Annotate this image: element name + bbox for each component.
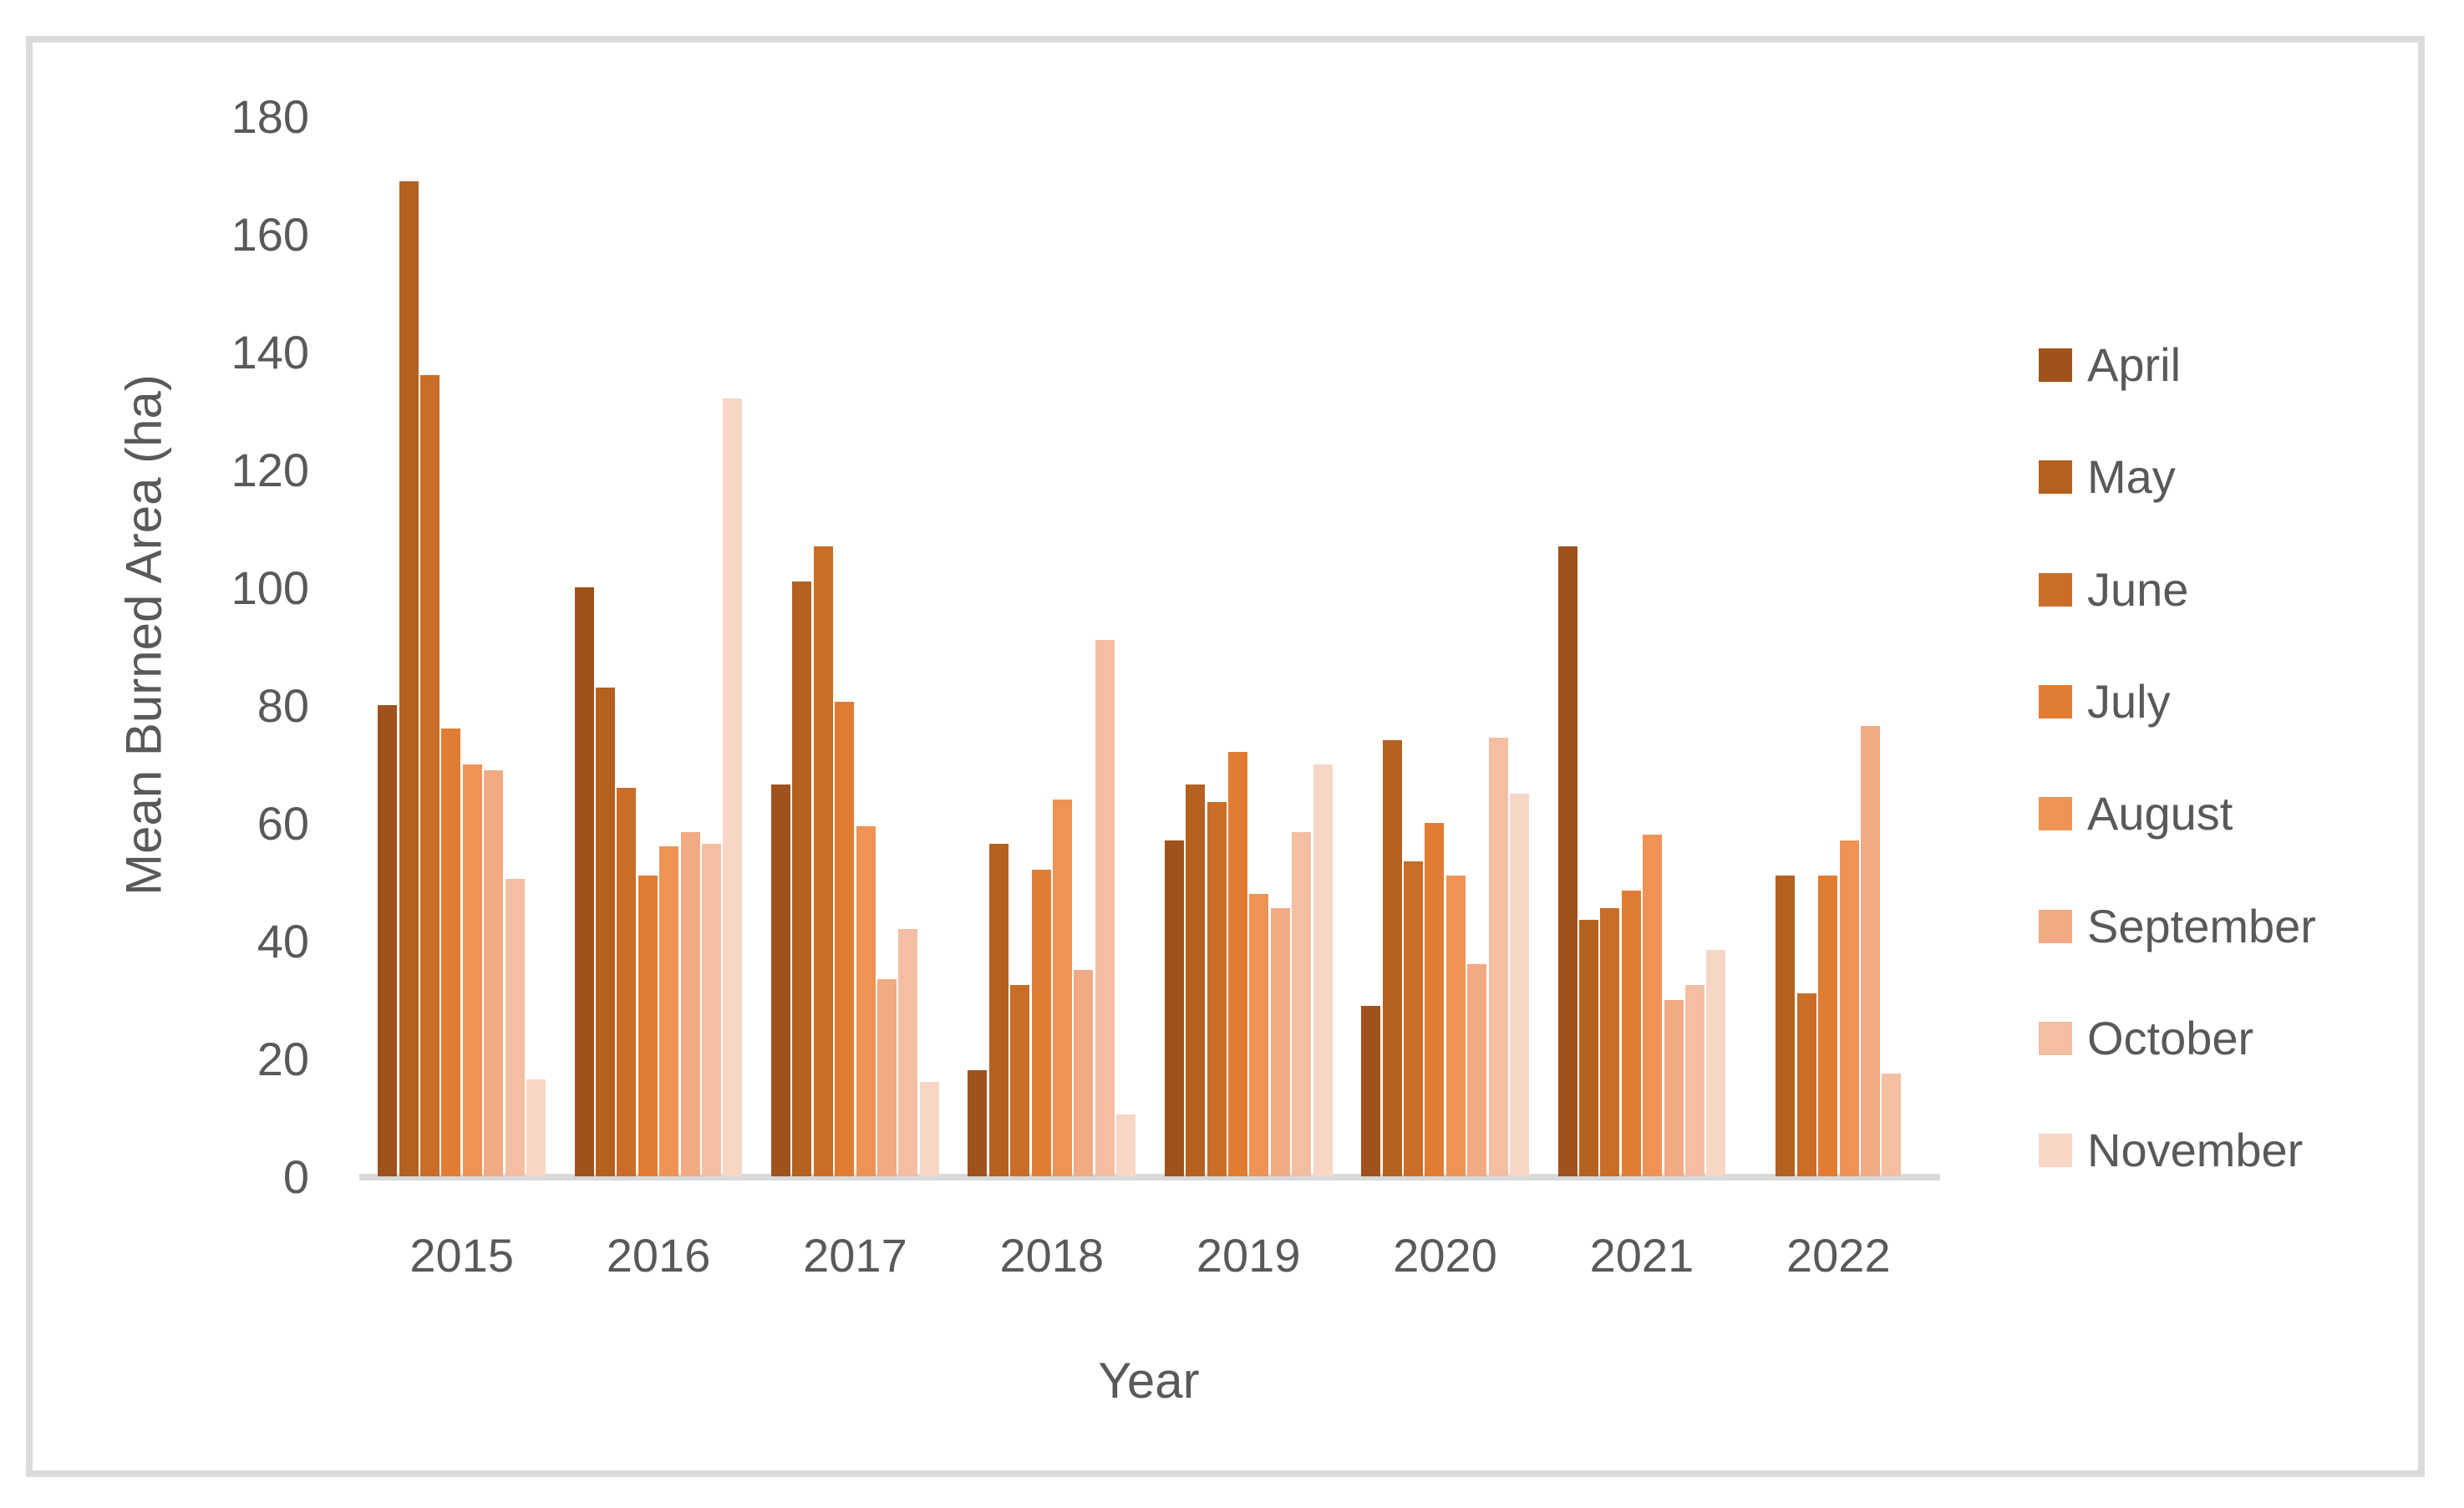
legend-label-october: October [2087, 1011, 2254, 1064]
bar-2018-november [1116, 1114, 1136, 1176]
x-tick-label-2016: 2016 [606, 1229, 711, 1282]
bar-2022-october [1882, 1073, 1902, 1176]
bar-2016-november [723, 399, 743, 1176]
bar-2021-november [1706, 949, 1726, 1176]
bar-2018-june [1010, 984, 1030, 1176]
x-tick-label-2015: 2015 [409, 1229, 514, 1282]
y-tick-label-60: 60 [257, 797, 309, 850]
legend-label-november: November [2087, 1124, 2304, 1177]
bar-2015-june [420, 375, 440, 1176]
bar-2020-september [1467, 964, 1487, 1176]
bar-2019-september [1270, 908, 1290, 1176]
bar-2019-june [1207, 802, 1227, 1176]
bar-2015-october [505, 878, 525, 1176]
bar-2017-april [771, 784, 791, 1176]
bar-2020-july [1425, 823, 1445, 1176]
bar-2019-november [1313, 764, 1333, 1176]
legend-label-april: April [2087, 338, 2182, 391]
y-tick-label-100: 100 [231, 561, 309, 614]
x-tick-label-2018: 2018 [999, 1229, 1105, 1282]
bar-2022-july [1818, 876, 1838, 1176]
x-tick-label-2022: 2022 [1786, 1229, 1891, 1282]
bar-2016-october [702, 843, 722, 1176]
bar-2017-november [919, 1082, 939, 1176]
bar-2018-may [988, 843, 1008, 1176]
bar-2019-july [1227, 752, 1247, 1176]
bar-2020-may [1382, 740, 1402, 1176]
bar-2019-october [1292, 831, 1312, 1176]
y-tick-label-120: 120 [231, 444, 309, 496]
bar-2018-october [1095, 640, 1115, 1176]
bar-2016-may [596, 687, 616, 1176]
legend-swatch-july [2039, 684, 2072, 718]
bar-2016-june [617, 787, 637, 1176]
x-tick-label-2021: 2021 [1589, 1229, 1694, 1282]
y-tick-label-40: 40 [257, 915, 309, 967]
bar-2021-may [1578, 920, 1598, 1176]
bar-2017-july [835, 702, 855, 1176]
bar-2017-october [898, 928, 918, 1176]
y-tick-label-20: 20 [257, 1033, 309, 1085]
x-tick-label-2020: 2020 [1393, 1229, 1497, 1282]
legend-swatch-november [2039, 1134, 2072, 1168]
bar-2019-may [1186, 784, 1206, 1176]
bar-2018-april [968, 1070, 988, 1176]
bar-2016-august [659, 846, 679, 1176]
bar-2021-october [1684, 984, 1704, 1176]
bar-2018-august [1053, 799, 1072, 1176]
y-tick-label-80: 80 [257, 679, 309, 732]
x-tick-label-2019: 2019 [1196, 1229, 1301, 1282]
y-tick-label-0: 0 [282, 1150, 309, 1203]
legend-swatch-october [2039, 1021, 2072, 1055]
bar-2021-september [1664, 999, 1684, 1176]
bar-2020-august [1445, 876, 1466, 1176]
bar-2016-april [574, 587, 594, 1176]
bar-2017-september [877, 978, 897, 1176]
bar-2022-may [1776, 876, 1796, 1176]
bar-2021-april [1557, 546, 1577, 1176]
legend-swatch-june [2039, 572, 2072, 607]
bar-2018-july [1031, 870, 1051, 1176]
legend-label-june: June [2087, 562, 2189, 616]
bar-2015-may [399, 180, 419, 1176]
legend-swatch-august [2039, 797, 2072, 831]
bar-2016-july [638, 876, 658, 1176]
y-tick-label-140: 140 [231, 326, 309, 378]
x-axis-title: Year [1098, 1353, 1200, 1409]
legend-label-august: August [2087, 787, 2233, 840]
bar-2018-september [1074, 970, 1094, 1176]
legend-swatch-may [2039, 460, 2072, 495]
bar-2021-august [1643, 835, 1663, 1176]
bar-2016-september [680, 831, 700, 1176]
bar-2022-august [1839, 840, 1859, 1176]
bar-2017-august [856, 825, 876, 1176]
bar-2020-november [1509, 793, 1529, 1176]
bar-2015-august [462, 764, 482, 1176]
bar-2020-april [1361, 1005, 1381, 1176]
x-axis-line [359, 1174, 1940, 1181]
y-tick-label-180: 180 [231, 90, 309, 143]
bar-2022-september [1860, 725, 1880, 1176]
bar-2015-july [441, 729, 461, 1176]
bar-2020-june [1403, 861, 1423, 1176]
legend-label-september: September [2087, 899, 2316, 952]
legend-swatch-april [2039, 348, 2072, 382]
bar-2021-june [1600, 908, 1620, 1176]
bar-2017-may [792, 581, 812, 1176]
x-tick-label-2017: 2017 [803, 1229, 907, 1282]
bar-2015-september [484, 769, 504, 1176]
bar-2021-july [1621, 891, 1641, 1176]
bar-2019-august [1249, 893, 1269, 1176]
legend-swatch-september [2039, 909, 2072, 943]
legend-label-may: May [2087, 450, 2176, 504]
bar-2015-november [526, 1079, 546, 1176]
bar-2017-june [813, 546, 833, 1176]
bar-2015-april [378, 705, 398, 1176]
legend-label-july: July [2087, 674, 2171, 728]
bar-2019-april [1164, 840, 1184, 1176]
bar-2020-october [1488, 737, 1508, 1176]
y-tick-label-160: 160 [231, 208, 309, 261]
bar-2022-june [1796, 993, 1816, 1176]
